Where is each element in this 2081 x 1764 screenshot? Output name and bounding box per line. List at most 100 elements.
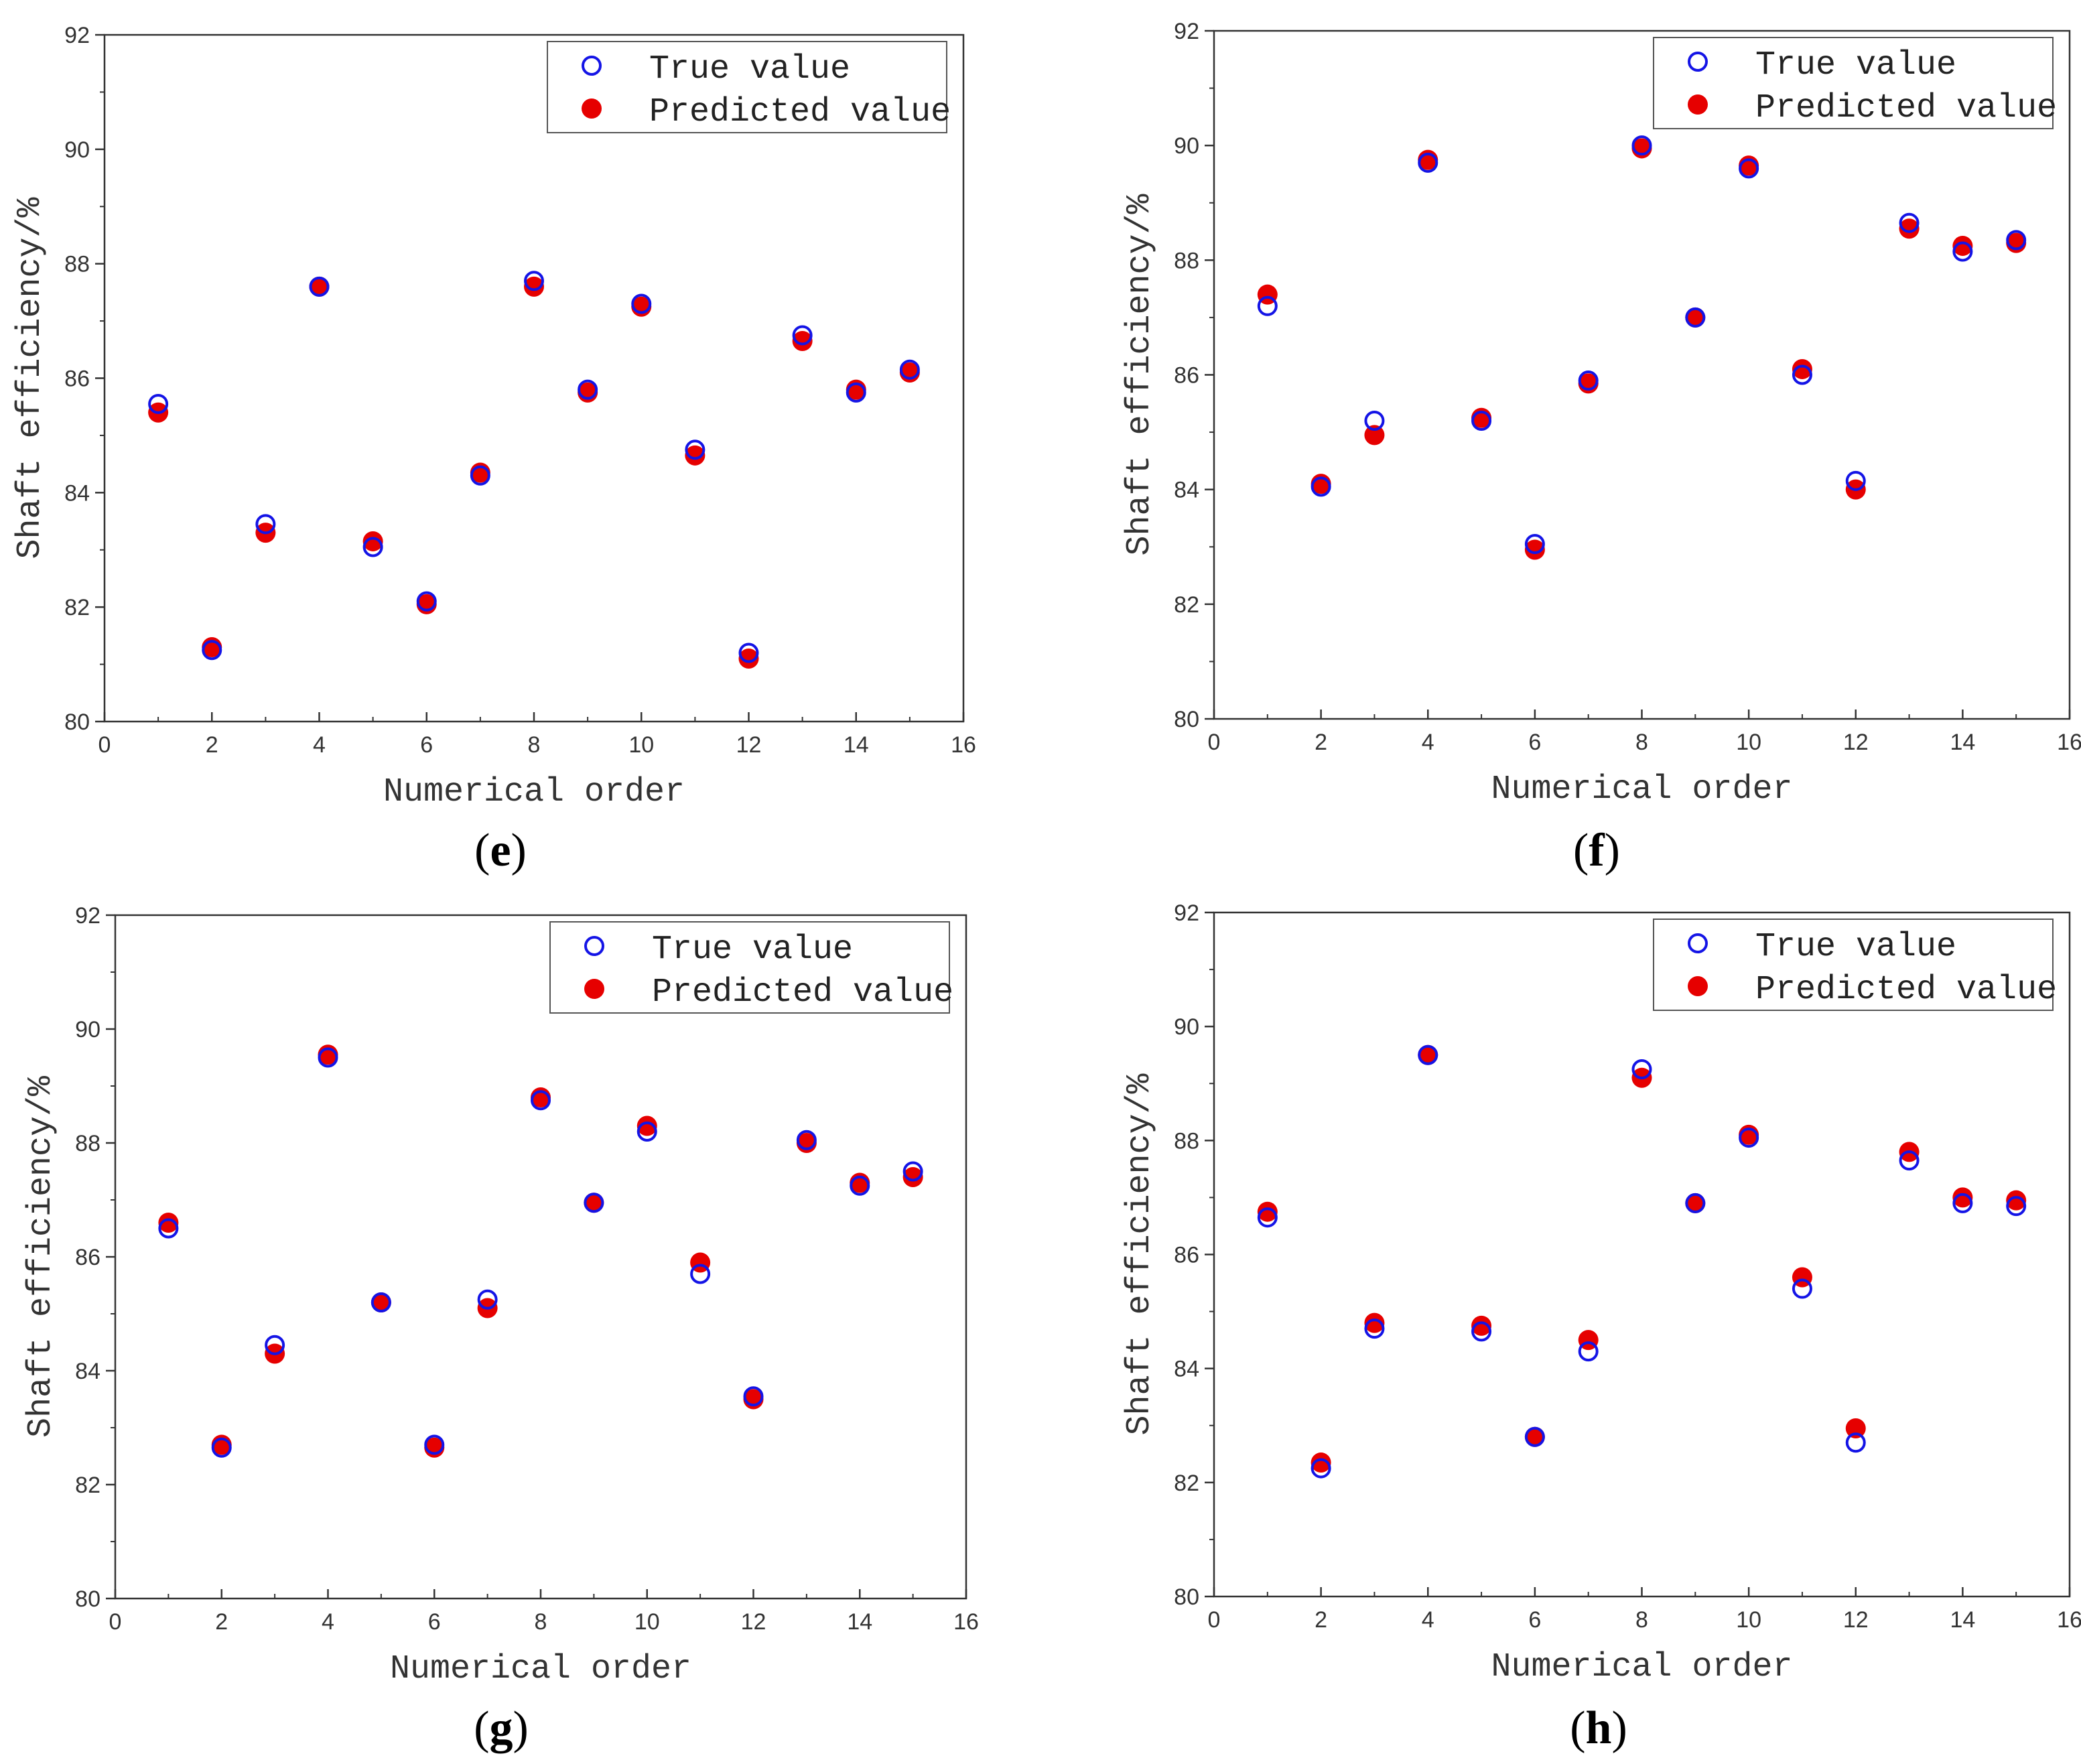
predicted-value-point bbox=[1792, 358, 1812, 379]
y-tick-label: 80 bbox=[75, 1586, 100, 1612]
x-tick-label: 2 bbox=[215, 1609, 228, 1635]
legend-predicted-marker bbox=[1688, 976, 1708, 996]
true-value-point bbox=[265, 1335, 285, 1355]
y-tick-label: 90 bbox=[1174, 1014, 1199, 1040]
true-value-point bbox=[636, 1122, 657, 1142]
y-tick-label: 90 bbox=[75, 1017, 100, 1042]
x-tick-label: 10 bbox=[1736, 1607, 1761, 1633]
panel-label-h: (h) bbox=[1570, 1702, 1627, 1754]
true-value-point bbox=[1952, 1193, 1973, 1213]
x-tick-label: 16 bbox=[2057, 730, 2081, 755]
x-tick-label: 14 bbox=[844, 732, 869, 758]
true-value-point bbox=[578, 379, 598, 400]
panel-g: 0 2 4 6 8 10 12 14 16 80 82 84 86 88 90 92 Numerical ord… bbox=[0, 882, 1040, 1763]
true-value-point bbox=[1524, 1426, 1545, 1447]
panel-letter: h bbox=[1585, 1702, 1612, 1754]
x-tick-label: 0 bbox=[1208, 730, 1221, 755]
x-tick-label: 12 bbox=[1843, 1607, 1869, 1633]
x-axis-title: Numerical order bbox=[1491, 1648, 1792, 1686]
predicted-value-point bbox=[362, 531, 383, 551]
predicted-value-point bbox=[1685, 307, 1706, 328]
plot-frame bbox=[1213, 29, 2071, 720]
true-value-point bbox=[1631, 1059, 1652, 1079]
legend-predicted-label: Predicted value bbox=[1755, 89, 2057, 127]
legend-true-label: True value bbox=[1755, 46, 1956, 84]
x-tick-label: 0 bbox=[109, 1609, 122, 1635]
y-tick-label: 86 bbox=[1174, 1243, 1199, 1268]
true-value-point bbox=[470, 465, 490, 486]
panel-label-g: (g) bbox=[474, 1702, 529, 1754]
true-value-point bbox=[846, 382, 866, 403]
legend-box bbox=[1653, 919, 2054, 1011]
true-value-point bbox=[584, 1193, 604, 1213]
true-value-point bbox=[792, 325, 813, 346]
legend-true-marker bbox=[1688, 52, 1708, 72]
true-value-point bbox=[1524, 533, 1545, 554]
legend-true-marker bbox=[584, 936, 604, 956]
y-tick-label: 86 bbox=[64, 366, 90, 392]
true-value-point bbox=[1739, 158, 1759, 179]
legend-predicted-label: Predicted value bbox=[1755, 971, 2057, 1009]
x-tick-label: 16 bbox=[953, 1609, 979, 1635]
plot-frame bbox=[1213, 911, 2071, 1598]
true-value-point bbox=[1364, 410, 1385, 431]
x-tick-label: 14 bbox=[1950, 1607, 1975, 1633]
chart-e: 0 2 4 6 8 10 12 14 16 80 82 84 86 88 90 92 Numerical ord… bbox=[11, 23, 976, 811]
x-tick-label: 4 bbox=[313, 732, 326, 758]
x-tick-label: 6 bbox=[1528, 1607, 1541, 1633]
true-value-point bbox=[1257, 1207, 1278, 1228]
x-tick-label: 8 bbox=[528, 732, 541, 758]
y-tick-label: 92 bbox=[1174, 900, 1199, 926]
true-value-point bbox=[1257, 295, 1278, 316]
y-tick-label: 88 bbox=[75, 1131, 100, 1156]
true-value-point bbox=[631, 293, 652, 314]
true-value-point bbox=[796, 1130, 817, 1150]
x-tick-label: 6 bbox=[428, 1609, 441, 1635]
legend-true-marker bbox=[582, 56, 602, 76]
y-tick-label: 86 bbox=[75, 1245, 100, 1270]
predicted-value-point bbox=[1471, 1315, 1492, 1336]
true-value-point bbox=[690, 1264, 711, 1284]
true-value-point bbox=[1418, 1044, 1438, 1065]
x-tick-label: 0 bbox=[98, 732, 111, 758]
plot-frame bbox=[114, 914, 967, 1600]
x-axis-title: Numerical order bbox=[383, 773, 685, 811]
panel-e: 0 2 4 6 8 10 12 14 16 80 82 84 86 88 90 92 Numerical ord… bbox=[0, 0, 1040, 882]
true-value-point bbox=[1685, 1193, 1706, 1213]
x-tick-label: 4 bbox=[322, 1609, 334, 1635]
x-tick-label: 0 bbox=[1208, 1607, 1221, 1633]
panel-f: 0 2 4 6 8 10 12 14 16 80 82 84 86 88 90 92 Numerical ord… bbox=[1040, 0, 2081, 882]
panel-letter: f bbox=[1589, 825, 1605, 876]
predicted-value-point bbox=[738, 649, 759, 669]
y-tick-label: 80 bbox=[1174, 707, 1199, 732]
x-tick-label: 10 bbox=[628, 732, 654, 758]
y-tick-label: 86 bbox=[1174, 363, 1199, 389]
true-value-point bbox=[255, 514, 276, 535]
panel-letter: e bbox=[490, 825, 511, 876]
y-tick-label: 82 bbox=[1174, 1471, 1199, 1496]
x-tick-label: 2 bbox=[206, 732, 218, 758]
y-tick-label: 84 bbox=[75, 1359, 100, 1384]
legend-true-label: True value bbox=[1755, 928, 1956, 966]
true-value-point bbox=[202, 640, 222, 661]
true-value-point bbox=[309, 276, 330, 297]
x-tick-label: 16 bbox=[951, 732, 976, 758]
x-tick-label: 2 bbox=[1315, 730, 1327, 755]
true-value-point bbox=[531, 1090, 551, 1111]
legend-true-marker bbox=[1688, 933, 1708, 953]
y-tick-label: 82 bbox=[75, 1473, 100, 1498]
true-value-point bbox=[738, 642, 759, 663]
predicted-value-point bbox=[1418, 1044, 1438, 1065]
true-value-point bbox=[850, 1175, 870, 1196]
panel-h: 0 2 4 6 8 10 12 14 16 80 82 84 86 88 90 92 Numerical ord… bbox=[1040, 882, 2081, 1763]
y-tick-label: 90 bbox=[1174, 133, 1199, 159]
x-tick-label: 6 bbox=[420, 732, 433, 758]
true-value-point bbox=[416, 591, 437, 612]
x-tick-label: 12 bbox=[1843, 730, 1869, 755]
true-value-point bbox=[1471, 410, 1492, 431]
predicted-value-point bbox=[792, 330, 813, 351]
panel-label-e: (e) bbox=[474, 825, 527, 876]
predicted-value-point bbox=[1685, 1193, 1706, 1213]
chart-g: 0 2 4 6 8 10 12 14 16 80 82 84 86 88 90 92 Numerical ord… bbox=[22, 903, 979, 1688]
